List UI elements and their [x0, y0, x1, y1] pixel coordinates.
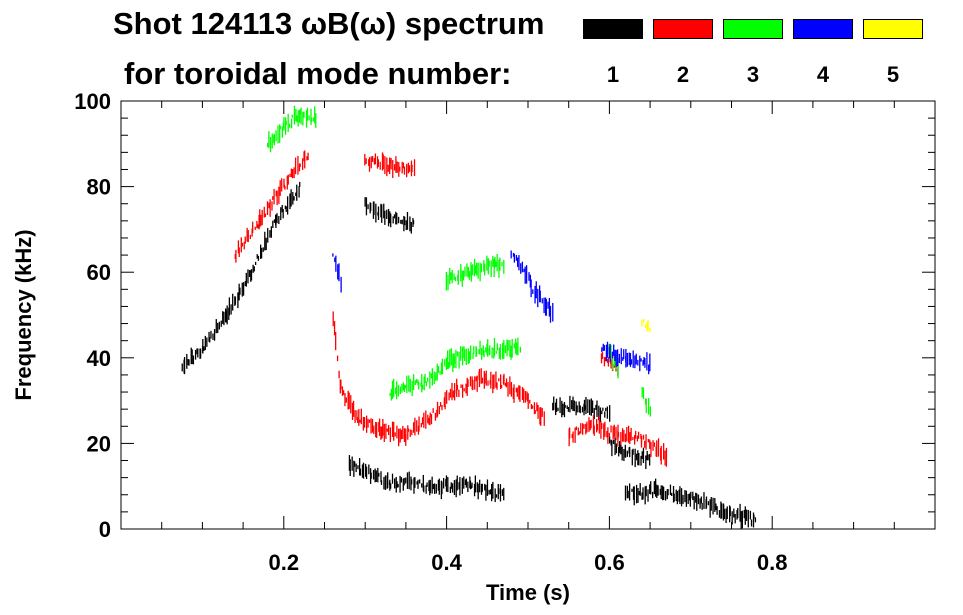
series-2	[234, 150, 668, 467]
x-axis-title: Time (s)	[486, 580, 570, 605]
y-axis-title: Frequency (kHz)	[11, 229, 36, 400]
y-tick-label: 100	[74, 89, 111, 114]
legend-swatch-5	[863, 19, 923, 39]
legend-label-1: 1	[606, 62, 620, 87]
chart-title: Shot 124113 ωB(ω) spectrum	[113, 6, 545, 41]
plot-frame	[120, 100, 936, 530]
y-tick-label: 60	[87, 260, 111, 285]
legend-label-3: 3	[746, 62, 760, 87]
series-5	[641, 318, 651, 333]
legend-swatch-3	[723, 19, 783, 39]
x-tick-label: 0.2	[269, 550, 300, 575]
y-tick-label: 80	[87, 175, 111, 200]
legend-swatch-2	[653, 19, 713, 39]
y-tick-label: 20	[87, 431, 111, 456]
x-tick-label: 0.6	[594, 550, 625, 575]
x-tick-label: 0.4	[431, 550, 462, 575]
chart-subtitle: for toroidal mode number:	[124, 56, 512, 91]
legend-swatch-1	[583, 19, 643, 39]
legend-label-4: 4	[816, 62, 830, 87]
legend-swatch-4	[793, 19, 853, 39]
series-4	[332, 250, 651, 375]
series-1	[181, 181, 757, 529]
y-tick-label: 40	[87, 346, 111, 371]
x-tick-label: 0.8	[757, 550, 788, 575]
legend-label-5: 5	[886, 62, 900, 87]
legend-label-2: 2	[676, 62, 690, 87]
series-3	[267, 105, 651, 417]
y-tick-label: 0	[99, 517, 111, 542]
